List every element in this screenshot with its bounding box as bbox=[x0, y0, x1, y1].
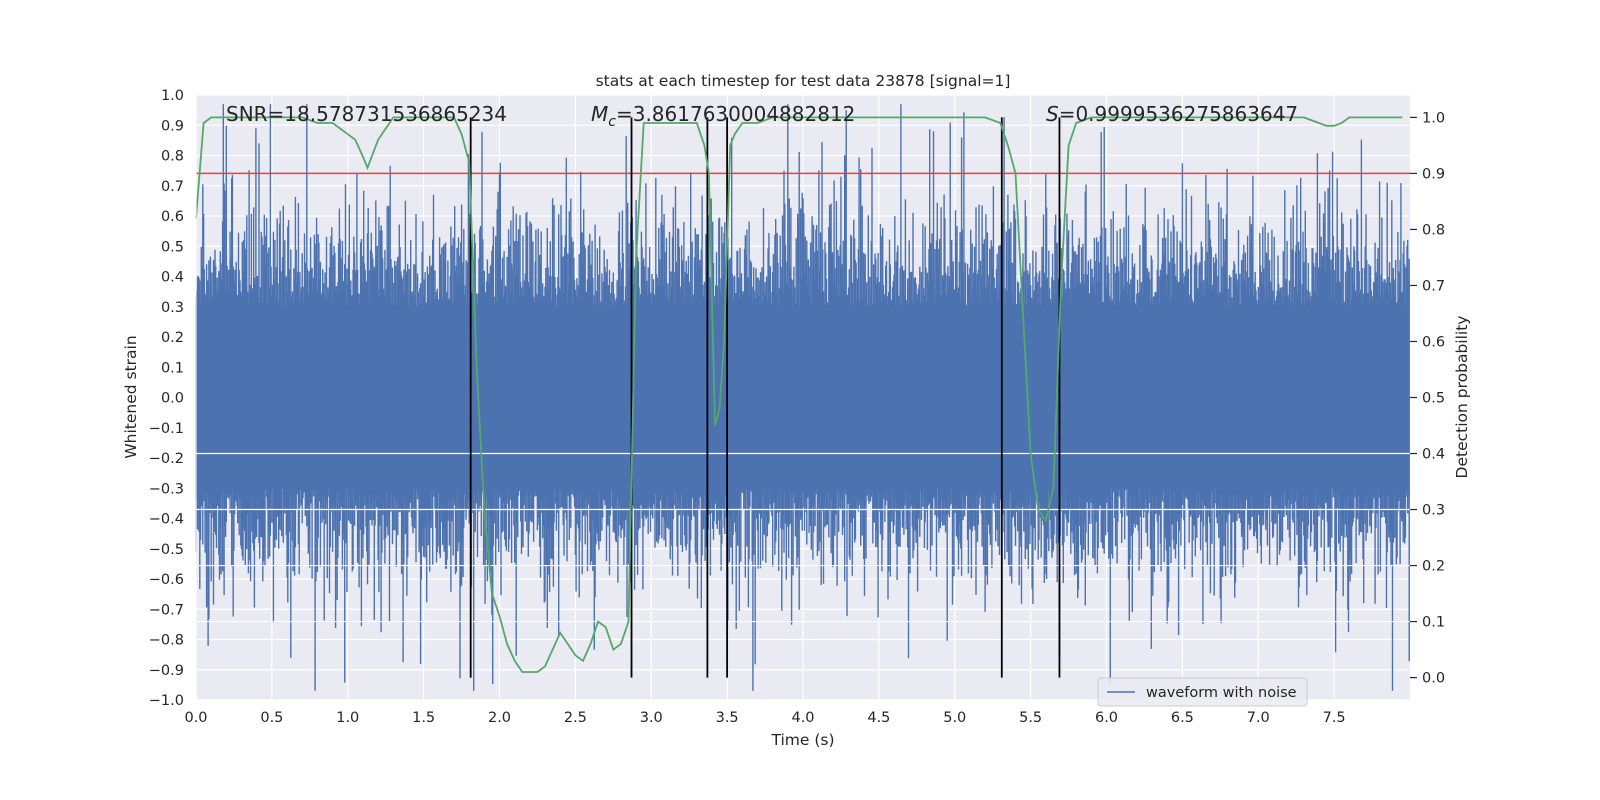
y-tick-label-right: 0.7 bbox=[1422, 278, 1445, 294]
y-tick-label-right: 0.6 bbox=[1422, 334, 1445, 350]
y-tick-label-left: −1.0 bbox=[149, 693, 184, 709]
y-tick-label-left: −0.1 bbox=[149, 421, 184, 437]
y-tick-label-right: 0.3 bbox=[1422, 503, 1445, 519]
chart-title: stats at each timestep for test data 238… bbox=[596, 72, 1011, 90]
y-tick-label-left: 0.3 bbox=[161, 300, 184, 316]
y-tick-label-right: 0.4 bbox=[1422, 447, 1445, 463]
chirp-mass-subscript: c bbox=[608, 114, 616, 130]
x-tick-label: 1.5 bbox=[412, 710, 435, 726]
y-tick-label-left: 1.0 bbox=[161, 88, 184, 104]
y-tick-label-left: −0.5 bbox=[149, 542, 184, 558]
y-tick-label-left: −0.8 bbox=[149, 633, 184, 649]
y-tick-label-right: 0.1 bbox=[1422, 615, 1445, 631]
axes: 0.0 0.5 1.0 1.5 2.0 2.5 3.0 3.5 4.0 4.5 5.0 5.5 6.0 6… bbox=[149, 88, 1445, 726]
y-axis-label-right: Detection probability bbox=[1453, 316, 1471, 479]
x-tick-label: 5.5 bbox=[1019, 710, 1042, 726]
y-tick-label-left: −0.3 bbox=[149, 481, 184, 497]
x-tick-label: 2.5 bbox=[564, 710, 587, 726]
y-tick-label-left: 0.8 bbox=[161, 149, 184, 165]
y-tick-label-left: −0.7 bbox=[149, 602, 184, 618]
y-tick-label-right: 1.0 bbox=[1422, 110, 1445, 126]
y-tick-label-right: 0.5 bbox=[1422, 391, 1445, 407]
x-tick-label: 6.5 bbox=[1171, 710, 1194, 726]
chirp-mass-annotation: Mc=3.8617630004882812 bbox=[591, 102, 855, 130]
x-tick-label: 6.0 bbox=[1095, 710, 1118, 726]
x-tick-label: 5.0 bbox=[943, 710, 966, 726]
y-tick-label-right: 0.8 bbox=[1422, 222, 1445, 238]
legend: waveform with noise bbox=[1097, 677, 1308, 707]
y-tick-label-left: −0.6 bbox=[149, 572, 184, 588]
y-tick-label-right: 0.2 bbox=[1422, 559, 1445, 575]
y-tick-label-left: 0.1 bbox=[161, 360, 184, 376]
y-tick-label-right: 0.9 bbox=[1422, 166, 1445, 182]
x-tick-label: 7.0 bbox=[1247, 710, 1270, 726]
y-axis-label-left: Whitened strain bbox=[122, 335, 140, 458]
y-tick-label-left: −0.9 bbox=[149, 663, 184, 679]
y-tick-label-left: 0.7 bbox=[161, 179, 184, 195]
y-tick-label-left: −0.4 bbox=[149, 512, 184, 528]
snr-annotation: SNR=18.578731536865234 bbox=[226, 102, 507, 126]
overlay bbox=[195, 116, 1410, 678]
legend-box bbox=[1097, 677, 1308, 707]
y-tick-label-left: 0.6 bbox=[161, 209, 184, 225]
x-tick-label: 1.0 bbox=[336, 710, 359, 726]
x-tick-label: 3.0 bbox=[640, 710, 663, 726]
y-tick-label-left: −0.2 bbox=[149, 451, 184, 467]
x-tick-label: 3.5 bbox=[716, 710, 739, 726]
x-tick-label: 0.0 bbox=[184, 710, 207, 726]
x-tick-label: 2.0 bbox=[488, 710, 511, 726]
chirp-mass-symbol: M bbox=[591, 102, 608, 126]
significance-symbol: S bbox=[1046, 102, 1059, 126]
chirp-mass-value: =3.8617630004882812 bbox=[616, 102, 855, 126]
x-tick-label: 7.5 bbox=[1323, 710, 1346, 726]
x-tick-label: 4.0 bbox=[791, 710, 814, 726]
x-tick-label: 0.5 bbox=[260, 710, 283, 726]
y-tick-label-left: 0.4 bbox=[161, 270, 184, 286]
probability-series bbox=[195, 116, 1403, 673]
y-tick-label-left: 0.0 bbox=[161, 391, 184, 407]
significance-value: =0.9999536275863647 bbox=[1059, 102, 1298, 126]
y-tick-label-right: 0.0 bbox=[1422, 671, 1445, 687]
significance-annotation: S=0.9999536275863647 bbox=[1046, 102, 1298, 126]
y-tick-label-left: 0.5 bbox=[161, 239, 184, 255]
x-axis-label: Time (s) bbox=[770, 731, 834, 749]
legend-label: waveform with noise bbox=[1146, 685, 1297, 701]
x-tick-label: 4.5 bbox=[867, 710, 890, 726]
y-tick-label-left: 0.9 bbox=[161, 118, 184, 134]
y-tick-label-left: 0.2 bbox=[161, 330, 184, 346]
